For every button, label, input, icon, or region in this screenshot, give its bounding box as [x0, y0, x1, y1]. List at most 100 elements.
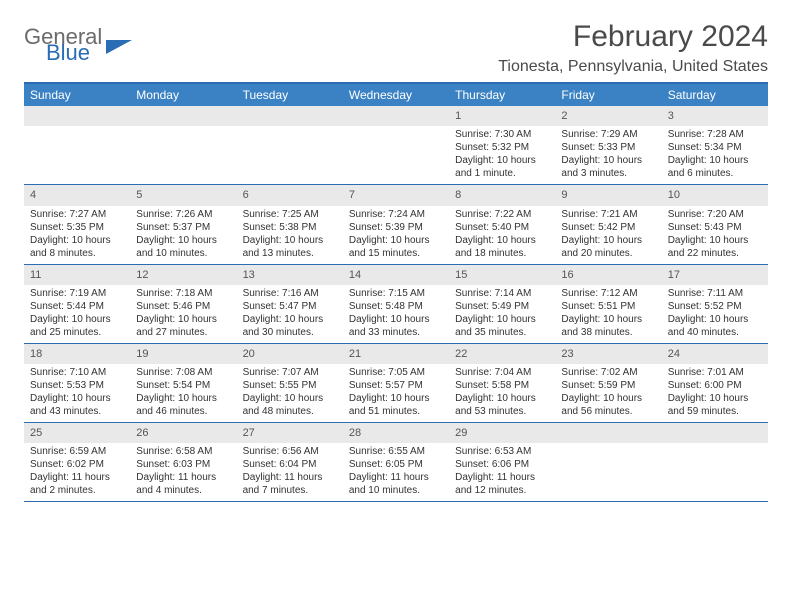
calendar-cell: 4Sunrise: 7:27 AMSunset: 5:35 PMDaylight…	[24, 185, 130, 263]
sunset-text: Sunset: 6:06 PM	[455, 458, 549, 471]
sunrise-text: Sunrise: 7:10 AM	[30, 366, 124, 379]
sunset-text: Sunset: 5:44 PM	[30, 300, 124, 313]
day-details: Sunrise: 7:12 AMSunset: 5:51 PMDaylight:…	[555, 285, 661, 343]
calendar-cell: 11Sunrise: 7:19 AMSunset: 5:44 PMDayligh…	[24, 265, 130, 343]
sunrise-text: Sunrise: 7:20 AM	[668, 208, 762, 221]
calendar-row: 18Sunrise: 7:10 AMSunset: 5:53 PMDayligh…	[24, 344, 768, 423]
daylight-text: Daylight: 11 hours and 12 minutes.	[455, 471, 549, 497]
sunset-text: Sunset: 5:38 PM	[243, 221, 337, 234]
sunrise-text: Sunrise: 7:14 AM	[455, 287, 549, 300]
day-details: Sunrise: 7:26 AMSunset: 5:37 PMDaylight:…	[130, 206, 236, 264]
daylight-text: Daylight: 10 hours and 6 minutes.	[668, 154, 762, 180]
sunset-text: Sunset: 5:33 PM	[561, 141, 655, 154]
calendar-cell: 13Sunrise: 7:16 AMSunset: 5:47 PMDayligh…	[237, 265, 343, 343]
sunset-text: Sunset: 6:02 PM	[30, 458, 124, 471]
sunset-text: Sunset: 5:35 PM	[30, 221, 124, 234]
day-details: Sunrise: 7:15 AMSunset: 5:48 PMDaylight:…	[343, 285, 449, 343]
daylight-text: Daylight: 10 hours and 53 minutes.	[455, 392, 549, 418]
day-details: Sunrise: 7:29 AMSunset: 5:33 PMDaylight:…	[555, 126, 661, 184]
calendar-row: 4Sunrise: 7:27 AMSunset: 5:35 PMDaylight…	[24, 185, 768, 264]
daylight-text: Daylight: 10 hours and 59 minutes.	[668, 392, 762, 418]
sunrise-text: Sunrise: 7:16 AM	[243, 287, 337, 300]
calendar-cell: 29Sunrise: 6:53 AMSunset: 6:06 PMDayligh…	[449, 423, 555, 501]
sunset-text: Sunset: 5:58 PM	[455, 379, 549, 392]
sunset-text: Sunset: 5:42 PM	[561, 221, 655, 234]
day-number: 1	[449, 106, 555, 126]
weekday-header: Tuesday	[237, 84, 343, 106]
calendar-header-row: Sunday Monday Tuesday Wednesday Thursday…	[24, 84, 768, 106]
calendar-cell: 16Sunrise: 7:12 AMSunset: 5:51 PMDayligh…	[555, 265, 661, 343]
day-number-empty	[24, 106, 130, 126]
daylight-text: Daylight: 10 hours and 15 minutes.	[349, 234, 443, 260]
title-block: February 2024 Tionesta, Pennsylvania, Un…	[498, 20, 768, 76]
day-details: Sunrise: 6:58 AMSunset: 6:03 PMDaylight:…	[130, 443, 236, 501]
daylight-text: Daylight: 10 hours and 56 minutes.	[561, 392, 655, 418]
sunrise-text: Sunrise: 7:12 AM	[561, 287, 655, 300]
day-details: Sunrise: 7:04 AMSunset: 5:58 PMDaylight:…	[449, 364, 555, 422]
sunrise-text: Sunrise: 7:26 AM	[136, 208, 230, 221]
sunrise-text: Sunrise: 7:24 AM	[349, 208, 443, 221]
weekday-header: Monday	[130, 84, 236, 106]
day-number: 22	[449, 344, 555, 364]
sunset-text: Sunset: 5:52 PM	[668, 300, 762, 313]
sunrise-text: Sunrise: 6:55 AM	[349, 445, 443, 458]
daylight-text: Daylight: 10 hours and 35 minutes.	[455, 313, 549, 339]
month-title: February 2024	[498, 20, 768, 54]
calendar-cell: 9Sunrise: 7:21 AMSunset: 5:42 PMDaylight…	[555, 185, 661, 263]
sunrise-text: Sunrise: 6:58 AM	[136, 445, 230, 458]
calendar-cell: 23Sunrise: 7:02 AMSunset: 5:59 PMDayligh…	[555, 344, 661, 422]
day-number-empty	[555, 423, 661, 443]
daylight-text: Daylight: 11 hours and 10 minutes.	[349, 471, 443, 497]
day-number: 8	[449, 185, 555, 205]
day-number: 12	[130, 265, 236, 285]
calendar-cell: 8Sunrise: 7:22 AMSunset: 5:40 PMDaylight…	[449, 185, 555, 263]
calendar-cell	[24, 106, 130, 184]
sunrise-text: Sunrise: 7:15 AM	[349, 287, 443, 300]
sunset-text: Sunset: 5:47 PM	[243, 300, 337, 313]
sunrise-text: Sunrise: 7:07 AM	[243, 366, 337, 379]
sunset-text: Sunset: 5:32 PM	[455, 141, 549, 154]
day-number: 15	[449, 265, 555, 285]
day-details: Sunrise: 7:05 AMSunset: 5:57 PMDaylight:…	[343, 364, 449, 422]
sunset-text: Sunset: 5:39 PM	[349, 221, 443, 234]
day-details: Sunrise: 6:53 AMSunset: 6:06 PMDaylight:…	[449, 443, 555, 501]
day-number: 26	[130, 423, 236, 443]
calendar-cell: 27Sunrise: 6:56 AMSunset: 6:04 PMDayligh…	[237, 423, 343, 501]
day-details: Sunrise: 7:14 AMSunset: 5:49 PMDaylight:…	[449, 285, 555, 343]
day-details: Sunrise: 7:11 AMSunset: 5:52 PMDaylight:…	[662, 285, 768, 343]
calendar-cell	[237, 106, 343, 184]
sunset-text: Sunset: 5:43 PM	[668, 221, 762, 234]
logo-triangle-icon	[106, 40, 132, 54]
daylight-text: Daylight: 10 hours and 22 minutes.	[668, 234, 762, 260]
day-number: 11	[24, 265, 130, 285]
daylight-text: Daylight: 11 hours and 7 minutes.	[243, 471, 337, 497]
sunset-text: Sunset: 5:46 PM	[136, 300, 230, 313]
weekday-header: Saturday	[662, 84, 768, 106]
sunrise-text: Sunrise: 7:02 AM	[561, 366, 655, 379]
calendar-cell: 20Sunrise: 7:07 AMSunset: 5:55 PMDayligh…	[237, 344, 343, 422]
sunrise-text: Sunrise: 6:53 AM	[455, 445, 549, 458]
sunset-text: Sunset: 5:55 PM	[243, 379, 337, 392]
sunrise-text: Sunrise: 7:28 AM	[668, 128, 762, 141]
daylight-text: Daylight: 10 hours and 48 minutes.	[243, 392, 337, 418]
calendar-cell: 21Sunrise: 7:05 AMSunset: 5:57 PMDayligh…	[343, 344, 449, 422]
day-details: Sunrise: 7:07 AMSunset: 5:55 PMDaylight:…	[237, 364, 343, 422]
daylight-text: Daylight: 10 hours and 13 minutes.	[243, 234, 337, 260]
day-number: 17	[662, 265, 768, 285]
daylight-text: Daylight: 10 hours and 43 minutes.	[30, 392, 124, 418]
sunrise-text: Sunrise: 6:59 AM	[30, 445, 124, 458]
calendar-cell: 19Sunrise: 7:08 AMSunset: 5:54 PMDayligh…	[130, 344, 236, 422]
day-details: Sunrise: 7:01 AMSunset: 6:00 PMDaylight:…	[662, 364, 768, 422]
sunrise-text: Sunrise: 6:56 AM	[243, 445, 337, 458]
sunrise-text: Sunrise: 7:18 AM	[136, 287, 230, 300]
calendar-body: 1Sunrise: 7:30 AMSunset: 5:32 PMDaylight…	[24, 106, 768, 502]
day-details: Sunrise: 7:21 AMSunset: 5:42 PMDaylight:…	[555, 206, 661, 264]
sunset-text: Sunset: 5:37 PM	[136, 221, 230, 234]
day-number-empty	[662, 423, 768, 443]
logo-word-blue: Blue	[46, 42, 102, 64]
calendar-row: 1Sunrise: 7:30 AMSunset: 5:32 PMDaylight…	[24, 106, 768, 185]
sunrise-text: Sunrise: 7:01 AM	[668, 366, 762, 379]
day-number: 13	[237, 265, 343, 285]
day-number: 7	[343, 185, 449, 205]
weekday-header: Friday	[555, 84, 661, 106]
